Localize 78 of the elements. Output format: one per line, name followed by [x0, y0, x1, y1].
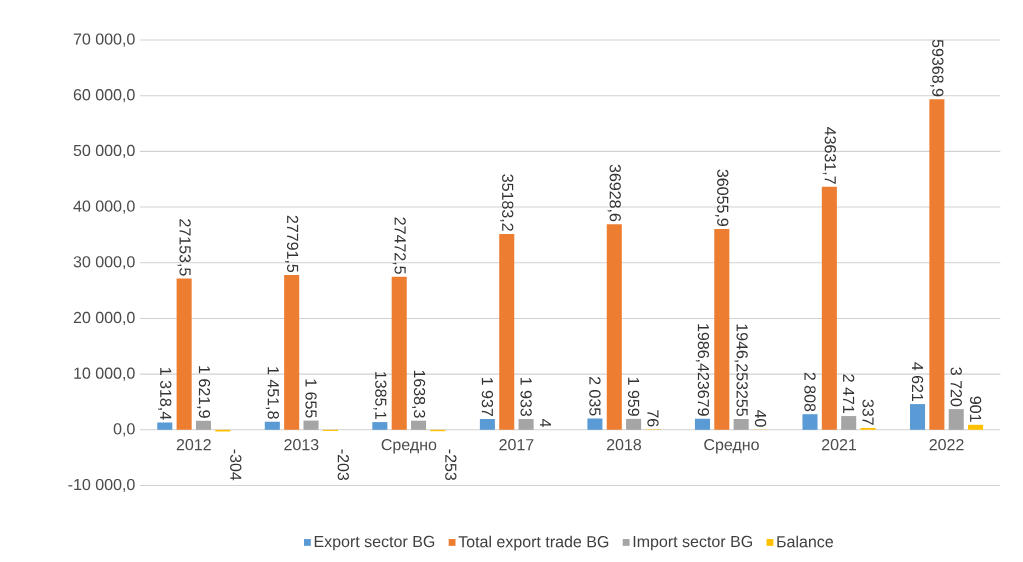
data-label: 59368,9 [930, 39, 944, 97]
bar [694, 418, 710, 431]
bar [587, 418, 603, 431]
data-label: 1946,253255 [734, 324, 748, 417]
bar [518, 419, 534, 431]
data-label: 1 451,8 [265, 367, 279, 419]
bar [714, 229, 730, 431]
data-label: 43631,7 [822, 127, 836, 184]
x-tick-label: 2013 [284, 439, 319, 451]
bar [372, 422, 388, 431]
x-tick-label: 2021 [822, 439, 857, 451]
bar [802, 414, 818, 431]
x-tick-label: Средно [381, 439, 437, 454]
data-label: 27791,5 [285, 215, 299, 273]
bar [910, 404, 926, 431]
bar [733, 419, 749, 431]
bar [264, 421, 280, 431]
data-label: 1 621,9 [196, 366, 211, 418]
data-label: 36055,9 [715, 169, 729, 227]
y-tick-label: 30 000,0 [73, 256, 135, 270]
y-tick-label: 10 000,0 [74, 367, 135, 381]
bar [195, 421, 212, 431]
bar [391, 277, 407, 431]
bar [929, 99, 945, 431]
y-tick-label: 50 000,0 [73, 145, 135, 159]
y-tick-label: 40 000,0 [73, 200, 135, 214]
legend-label: Import sector BG [633, 536, 753, 551]
legend-label: Баlance [777, 535, 833, 548]
data-label: 1986,423679 [695, 324, 710, 416]
data-label: 1 959 [627, 378, 640, 417]
x-tick-label: 2018 [606, 439, 642, 451]
bar [411, 420, 427, 431]
data-label: 27472,5 [392, 217, 406, 275]
legend-label: Export sector BG [314, 536, 435, 551]
bar [821, 187, 837, 431]
data-label: 1638,3 [411, 370, 426, 418]
x-tick-label: 2022 [929, 439, 964, 451]
data-label: -304 [230, 449, 242, 481]
data-label: 1 933 [520, 378, 532, 417]
data-label: 3 720 [950, 367, 962, 407]
data-label: 2 035 [589, 377, 601, 416]
y-tick-label: 20 000,0 [73, 312, 135, 326]
x-tick-label: 2017 [499, 439, 534, 451]
data-label: 76 [647, 410, 659, 427]
bar [284, 275, 300, 431]
y-tick-label: 0,0 [113, 423, 135, 437]
data-label: 1 318,4 [158, 368, 172, 420]
bar [606, 224, 622, 431]
data-label: 4 621 [911, 362, 924, 402]
legend-label: Total export trade BG [458, 535, 609, 551]
x-tick-label: 2012 [176, 439, 211, 451]
data-label: 2 471 [843, 374, 855, 414]
bar [303, 420, 319, 431]
data-label: -203 [337, 449, 349, 481]
data-label: 27153,5 [177, 219, 191, 276]
data-label: 2 808 [804, 372, 816, 412]
y-tick-label: -10 000,0 [68, 479, 135, 493]
data-label: 35183,2 [500, 174, 514, 232]
data-label: 337 [862, 399, 874, 426]
y-tick-label: 60 000,0 [73, 89, 135, 103]
bar [968, 425, 984, 431]
y-tick-label: 70 000,0 [73, 33, 135, 47]
data-label: 40 [754, 410, 767, 427]
data-label: 1 655 [305, 379, 317, 418]
bar [626, 419, 642, 431]
bar [499, 234, 515, 431]
x-tick-label: Средно [704, 439, 759, 454]
data-label: 36928,6 [607, 164, 621, 222]
data-label: 1385,1 [373, 372, 387, 420]
bar [157, 422, 173, 431]
data-label: 1 937 [481, 378, 494, 417]
data-label: 901 [969, 396, 982, 422]
bar [841, 416, 857, 431]
data-label: -253 [445, 449, 457, 481]
bar [948, 409, 964, 431]
data-label: 4 [539, 419, 551, 428]
bar [176, 278, 192, 431]
bar [479, 419, 495, 431]
